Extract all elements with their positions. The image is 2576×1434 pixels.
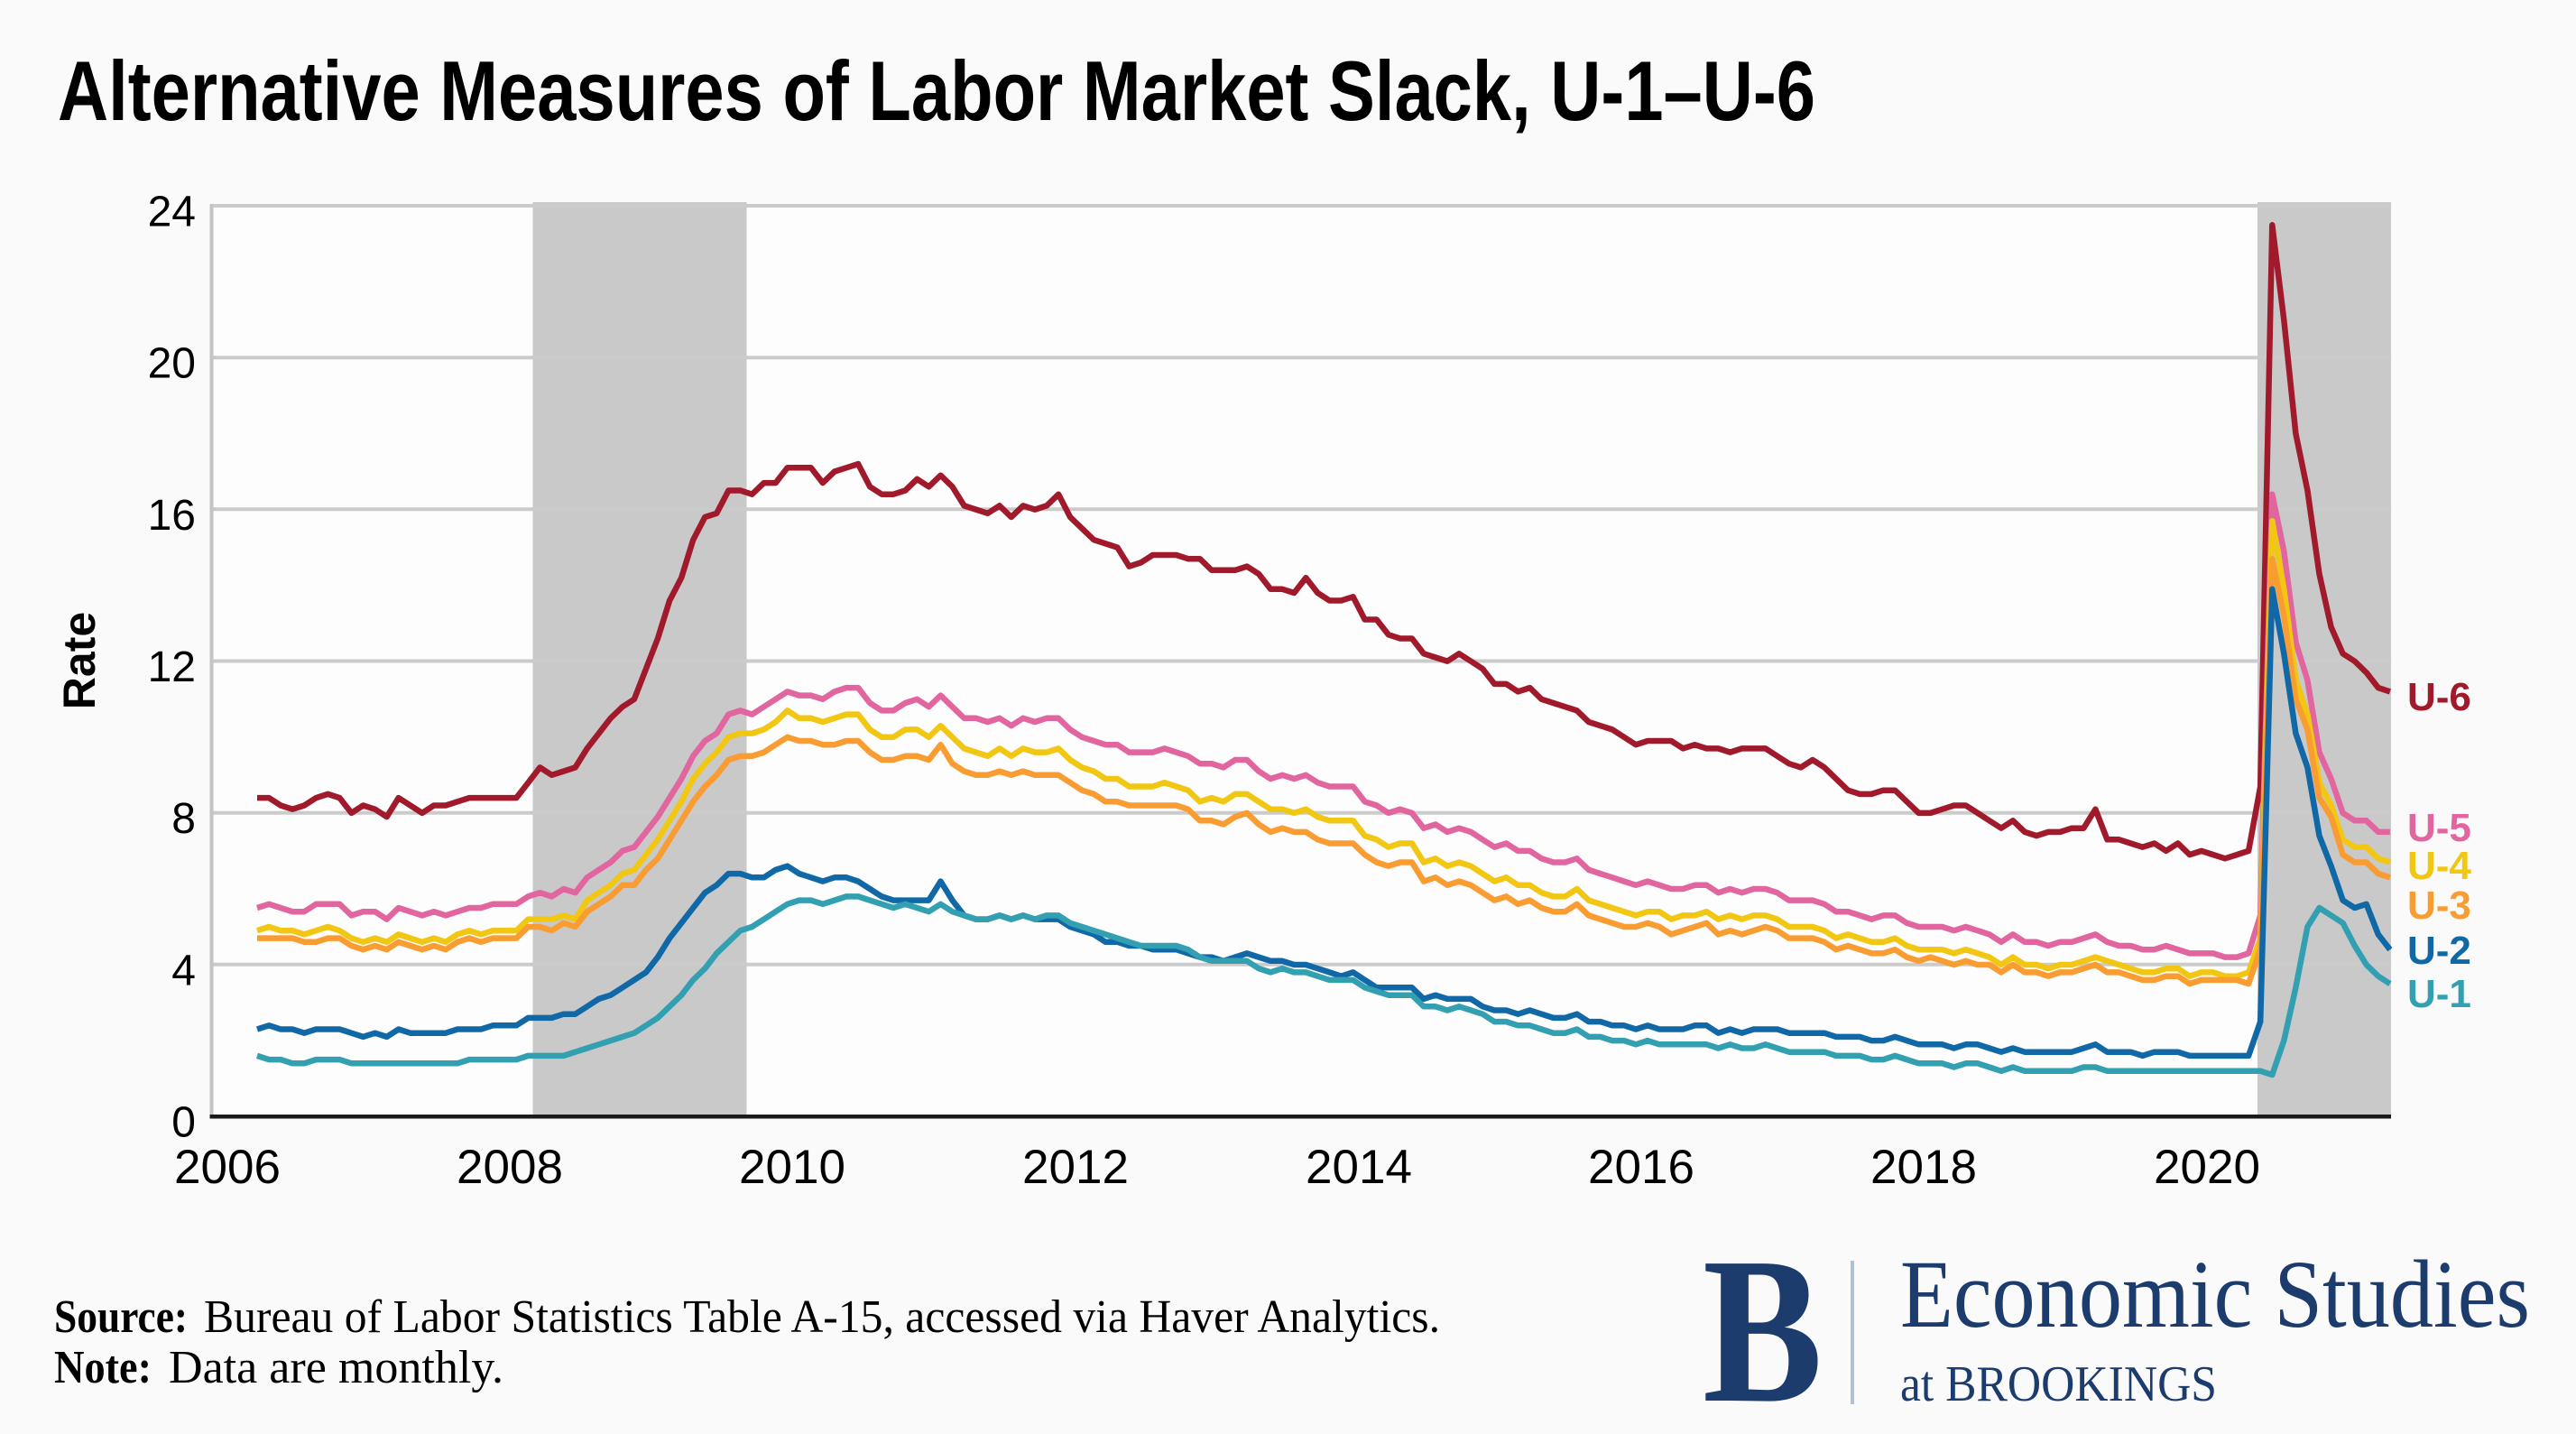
svg-text:12: 12 <box>148 643 196 691</box>
svg-text:Alternative Measures of Labor: Alternative Measures of Labor Market Sla… <box>58 43 1815 138</box>
svg-text:2008: 2008 <box>457 1141 563 1194</box>
svg-text:Note:: Note: <box>54 1342 152 1393</box>
svg-text:0: 0 <box>171 1099 196 1147</box>
svg-text:2018: 2018 <box>1870 1141 1977 1194</box>
svg-text:8: 8 <box>171 795 196 843</box>
svg-text:2016: 2016 <box>1588 1141 1694 1194</box>
svg-text:U-1: U-1 <box>2407 972 2471 1016</box>
svg-text:at BROOKINGS: at BROOKINGS <box>1900 1356 2217 1412</box>
svg-text:U-5: U-5 <box>2407 806 2471 850</box>
svg-text:4: 4 <box>171 947 196 995</box>
svg-text:Data are monthly.: Data are monthly. <box>169 1342 503 1393</box>
svg-text:Economic Studies: Economic Studies <box>1900 1242 2530 1348</box>
svg-text:2014: 2014 <box>1306 1141 1412 1194</box>
svg-text:24: 24 <box>148 189 196 236</box>
svg-text:U-6: U-6 <box>2407 675 2471 719</box>
svg-text:Rate: Rate <box>54 612 105 709</box>
svg-text:U-3: U-3 <box>2407 884 2471 928</box>
svg-text:B: B <box>1703 1214 1823 1429</box>
svg-text:20: 20 <box>148 340 196 388</box>
svg-text:Bureau of Labor Statistics Tab: Bureau of Labor Statistics Table A-15, a… <box>204 1291 1440 1343</box>
svg-text:2006: 2006 <box>174 1141 281 1194</box>
svg-text:2012: 2012 <box>1022 1141 1129 1194</box>
svg-text:U-4: U-4 <box>2407 844 2471 888</box>
svg-text:U-2: U-2 <box>2407 929 2471 973</box>
svg-text:Source:: Source: <box>54 1291 188 1343</box>
svg-text:2020: 2020 <box>2154 1141 2260 1194</box>
svg-text:2010: 2010 <box>739 1141 845 1194</box>
svg-text:16: 16 <box>148 492 196 540</box>
